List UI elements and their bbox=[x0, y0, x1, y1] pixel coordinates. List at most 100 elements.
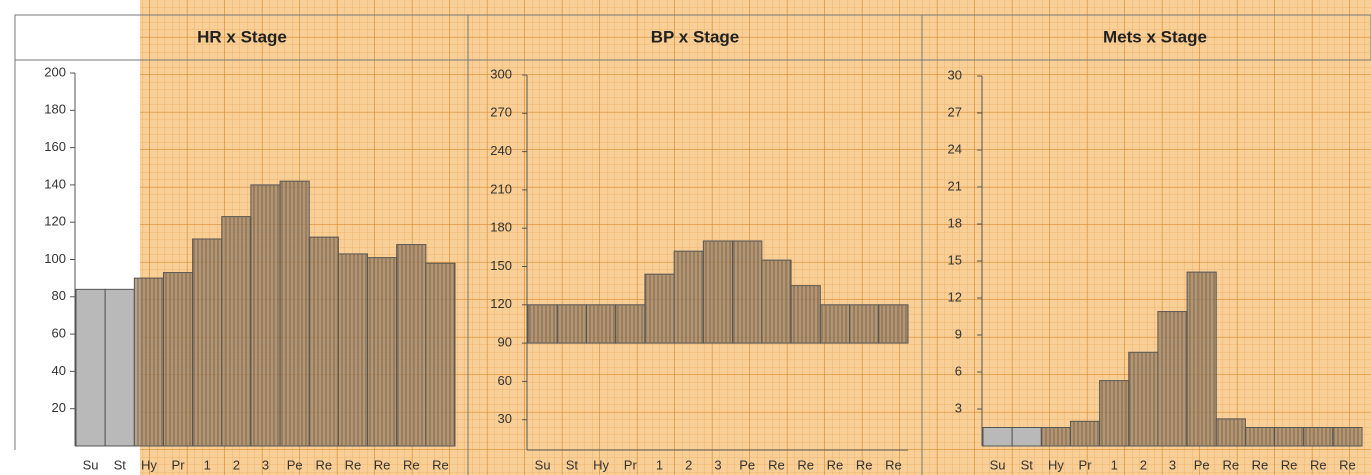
bar-hatch bbox=[1099, 380, 1129, 446]
y-tick-label: 180 bbox=[44, 102, 66, 117]
y-tick-label: 210 bbox=[490, 181, 512, 196]
x-tick-label: Hy bbox=[593, 457, 609, 472]
bar-hatch bbox=[163, 272, 193, 446]
x-tick-label: Pr bbox=[1079, 457, 1093, 472]
bar-hatch bbox=[1332, 427, 1362, 446]
x-tick-label: Re bbox=[1281, 457, 1298, 472]
y-tick-label: 240 bbox=[490, 143, 512, 158]
bar-hatch bbox=[1274, 427, 1304, 446]
y-tick-label: 15 bbox=[948, 252, 962, 267]
bar-hatch bbox=[1216, 418, 1246, 446]
y-tick-label: 120 bbox=[490, 296, 512, 311]
x-tick-label: 3 bbox=[262, 457, 269, 472]
x-tick-label: Re bbox=[827, 457, 844, 472]
bar-hatch bbox=[820, 304, 850, 344]
y-tick-label: 160 bbox=[44, 139, 66, 154]
y-tick-label: 60 bbox=[52, 326, 66, 341]
x-tick-label: 1 bbox=[656, 457, 663, 472]
x-tick-label: Pr bbox=[624, 457, 638, 472]
y-tick-label: 21 bbox=[948, 178, 962, 193]
x-tick-label: Re bbox=[1252, 457, 1269, 472]
x-tick-label: Hy bbox=[141, 457, 157, 472]
y-tick-label: 27 bbox=[948, 104, 962, 119]
x-tick-label: Pe bbox=[287, 457, 303, 472]
y-tick-label: 300 bbox=[490, 66, 512, 81]
bar-hatch bbox=[849, 304, 879, 344]
x-tick-label: Hy bbox=[1048, 457, 1064, 472]
bar-hatch bbox=[703, 240, 733, 344]
bar-hatch bbox=[586, 304, 616, 344]
x-tick-label: St bbox=[566, 457, 579, 472]
bar-hatch bbox=[367, 257, 397, 446]
y-tick-label: 20 bbox=[52, 400, 66, 415]
x-tick-label: Re bbox=[432, 457, 449, 472]
x-tick-label: 3 bbox=[1169, 457, 1176, 472]
bar-hatch bbox=[644, 274, 675, 344]
x-tick-label: St bbox=[114, 457, 127, 472]
y-tick-label: 30 bbox=[948, 67, 962, 82]
y-tick-label: 9 bbox=[955, 326, 962, 341]
chart-title: HR x Stage bbox=[197, 27, 287, 46]
y-tick-label: 30 bbox=[498, 411, 512, 426]
bar-hatch bbox=[1303, 427, 1333, 446]
x-tick-label: Su bbox=[990, 457, 1006, 472]
bar bbox=[75, 288, 106, 447]
bar-hatch bbox=[557, 304, 587, 344]
x-tick-label: Re bbox=[1310, 457, 1327, 472]
bar-hatch bbox=[528, 304, 558, 344]
y-tick-label: 24 bbox=[948, 141, 962, 156]
y-tick-label: 80 bbox=[52, 288, 66, 303]
y-tick-label: 100 bbox=[44, 251, 66, 266]
x-tick-label: Re bbox=[768, 457, 785, 472]
x-tick-label: Re bbox=[403, 457, 420, 472]
bar-hatch bbox=[338, 253, 368, 446]
x-tick-label: Re bbox=[374, 457, 391, 472]
bar-hatch bbox=[1070, 421, 1100, 446]
x-tick-label: 2 bbox=[1140, 457, 1147, 472]
y-tick-label: 200 bbox=[44, 64, 66, 79]
y-tick-label: 12 bbox=[948, 289, 962, 304]
bar-hatch bbox=[878, 304, 908, 344]
bar-hatch bbox=[425, 263, 455, 446]
bar-hatch bbox=[221, 216, 251, 446]
x-tick-label: Re bbox=[856, 457, 873, 472]
chart-title: Mets x Stage bbox=[1103, 27, 1207, 46]
x-tick-label: Re bbox=[1339, 457, 1356, 472]
bar-hatch bbox=[309, 237, 339, 446]
y-tick-label: 90 bbox=[498, 335, 512, 350]
bar-hatch bbox=[1187, 272, 1217, 446]
x-tick-label: 2 bbox=[685, 457, 692, 472]
bar-hatch bbox=[1128, 352, 1158, 446]
bar-hatch bbox=[1041, 427, 1071, 446]
x-tick-label: Re bbox=[315, 457, 332, 472]
bar-hatch bbox=[1157, 311, 1188, 446]
x-tick-label: Re bbox=[345, 457, 362, 472]
bar-hatch bbox=[280, 181, 310, 447]
y-tick-label: 120 bbox=[44, 214, 66, 229]
x-tick-label: Pe bbox=[739, 457, 755, 472]
bar-hatch bbox=[674, 251, 704, 344]
bar-hatch bbox=[615, 304, 645, 344]
x-tick-label: Re bbox=[885, 457, 902, 472]
y-tick-label: 140 bbox=[44, 176, 66, 191]
y-tick-label: 150 bbox=[490, 258, 512, 273]
bar bbox=[104, 288, 135, 447]
x-tick-label: Re bbox=[797, 457, 814, 472]
bar-hatch bbox=[1245, 427, 1275, 446]
y-tick-label: 40 bbox=[52, 363, 66, 378]
y-tick-label: 3 bbox=[955, 400, 962, 415]
y-tick-label: 18 bbox=[948, 215, 962, 230]
x-tick-label: 1 bbox=[204, 457, 211, 472]
bar bbox=[982, 427, 1013, 447]
bar-hatch bbox=[192, 238, 222, 446]
x-tick-label: Su bbox=[83, 457, 99, 472]
x-tick-label: 2 bbox=[233, 457, 240, 472]
x-tick-label: 3 bbox=[714, 457, 721, 472]
bar-hatch bbox=[134, 278, 164, 446]
x-tick-label: Pr bbox=[172, 457, 186, 472]
x-tick-label: Re bbox=[1222, 457, 1239, 472]
x-tick-label: St bbox=[1021, 457, 1034, 472]
y-tick-label: 60 bbox=[498, 373, 512, 388]
